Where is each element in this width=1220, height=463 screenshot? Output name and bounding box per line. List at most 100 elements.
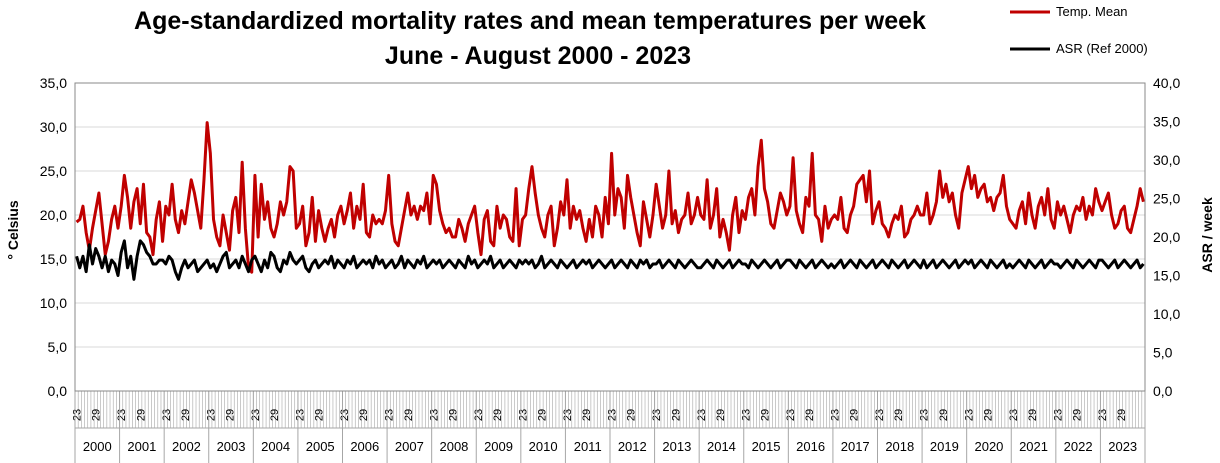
x-week-label: 23 bbox=[874, 409, 886, 421]
x-week-label: 23 bbox=[1052, 409, 1064, 421]
y-axis-left-label: ° Celsius bbox=[5, 200, 21, 260]
legend-label-asr: ASR (Ref 2000) bbox=[1056, 41, 1148, 56]
x-week-label: 23 bbox=[963, 409, 975, 421]
x-week-label: 29 bbox=[135, 409, 147, 421]
x-week-label: 23 bbox=[1008, 409, 1020, 421]
legend: Temp. Mean ASR (Ref 2000) bbox=[1010, 4, 1148, 56]
y-right-tick-label: 20,0 bbox=[1153, 229, 1180, 245]
x-week-label: 23 bbox=[116, 409, 128, 421]
x-week-label: 29 bbox=[849, 409, 861, 421]
x-week-label: 29 bbox=[581, 409, 593, 421]
series-lines bbox=[75, 121, 1145, 281]
x-year-label: 2001 bbox=[127, 439, 156, 454]
x-week-label: 23 bbox=[785, 409, 797, 421]
x-week-label: 29 bbox=[224, 409, 236, 421]
x-week-label: 23 bbox=[651, 409, 663, 421]
x-year-label: 2008 bbox=[439, 439, 468, 454]
x-week-label: 29 bbox=[269, 409, 281, 421]
chart-title: Age-standardized mortality rates and mea… bbox=[134, 7, 926, 35]
x-week-label: 29 bbox=[403, 409, 415, 421]
y-right-tick-label: 0,0 bbox=[1153, 383, 1173, 399]
x-year-label: 2009 bbox=[484, 439, 513, 454]
x-week-label: 29 bbox=[938, 409, 950, 421]
x-week-label: 29 bbox=[715, 409, 727, 421]
x-week-label: 23 bbox=[250, 409, 262, 421]
y-axis-left: 0,0 5,0 10,0 15,0 20,0 25,0 30,0 35,0 bbox=[40, 75, 67, 399]
x-week-label: 23 bbox=[1097, 409, 1109, 421]
x-year-label: 2016 bbox=[796, 439, 825, 454]
x-week-label: 23 bbox=[473, 409, 485, 421]
x-year-label: 2005 bbox=[306, 439, 335, 454]
y-left-tick-label: 30,0 bbox=[40, 119, 67, 135]
y-right-tick-label: 40,0 bbox=[1153, 75, 1180, 91]
y-left-tick-label: 35,0 bbox=[40, 75, 67, 91]
y-right-tick-label: 15,0 bbox=[1153, 268, 1180, 284]
x-year-label: 2020 bbox=[974, 439, 1003, 454]
x-year-label: 2017 bbox=[841, 439, 870, 454]
x-week-label: 29 bbox=[804, 409, 816, 421]
x-axis: 23 29 23 29 23 29 23 29 23 29 23 29 23 29 23 29 23 29 23 29… bbox=[72, 391, 1146, 463]
x-year-label: 2003 bbox=[217, 439, 246, 454]
x-week-label: 23 bbox=[919, 409, 931, 421]
x-week-label: 29 bbox=[982, 409, 994, 421]
x-week-label: 29 bbox=[670, 409, 682, 421]
x-week-label: 23 bbox=[161, 409, 173, 421]
x-year-label: 2000 bbox=[83, 439, 112, 454]
x-week-label: 23 bbox=[384, 409, 396, 421]
x-year-label: 2021 bbox=[1019, 439, 1048, 454]
x-week-label: 23 bbox=[72, 409, 84, 421]
x-year-label: 2010 bbox=[529, 439, 558, 454]
y-right-tick-label: 5,0 bbox=[1153, 345, 1173, 361]
y-right-tick-label: 10,0 bbox=[1153, 306, 1180, 322]
y-right-tick-label: 30,0 bbox=[1153, 152, 1180, 168]
y-left-tick-label: 10,0 bbox=[40, 295, 67, 311]
y-axis-right-label: ASR / week bbox=[1199, 197, 1215, 273]
x-year-label: 2013 bbox=[662, 439, 691, 454]
x-year-label: 2011 bbox=[574, 439, 602, 454]
y-left-tick-label: 5,0 bbox=[48, 339, 68, 355]
x-week-label: 23 bbox=[740, 409, 752, 421]
x-year-label: 2004 bbox=[261, 439, 290, 454]
x-week-label: 29 bbox=[893, 409, 905, 421]
y-left-tick-label: 0,0 bbox=[48, 383, 68, 399]
x-year-label: 2014 bbox=[707, 439, 736, 454]
x-week-label: 23 bbox=[205, 409, 217, 421]
x-week-label: 23 bbox=[562, 409, 574, 421]
x-week-label: 23 bbox=[339, 409, 351, 421]
x-year-label: 2007 bbox=[395, 439, 424, 454]
x-week-label: 29 bbox=[492, 409, 504, 421]
x-year-label: 2018 bbox=[885, 439, 914, 454]
x-year-label: 2023 bbox=[1108, 439, 1137, 454]
x-year-label: 2019 bbox=[930, 439, 959, 454]
x-week-label: 29 bbox=[358, 409, 370, 421]
x-week-label: 29 bbox=[180, 409, 192, 421]
x-week-label: 23 bbox=[428, 409, 440, 421]
x-week-label: 29 bbox=[314, 409, 326, 421]
x-week-label: 29 bbox=[626, 409, 638, 421]
y-left-tick-label: 15,0 bbox=[40, 251, 67, 267]
x-week-label: 29 bbox=[1072, 409, 1084, 421]
x-week-label: 29 bbox=[1116, 409, 1128, 421]
chart-subtitle: June - August 2000 - 2023 bbox=[385, 42, 691, 70]
legend-label-temp: Temp. Mean bbox=[1056, 4, 1128, 19]
x-week-label: 29 bbox=[1027, 409, 1039, 421]
x-year-label: 2015 bbox=[752, 439, 781, 454]
series-line-asr bbox=[75, 239, 1145, 281]
x-week-label: 23 bbox=[696, 409, 708, 421]
x-week-label: 29 bbox=[537, 409, 549, 421]
x-week-label: 29 bbox=[447, 409, 459, 421]
y-left-tick-label: 25,0 bbox=[40, 163, 67, 179]
gridlines bbox=[75, 82, 1145, 392]
x-week-label: 23 bbox=[517, 409, 529, 421]
x-year-label: 2002 bbox=[172, 439, 201, 454]
y-right-tick-label: 35,0 bbox=[1153, 114, 1180, 130]
x-week-label: 29 bbox=[759, 409, 771, 421]
x-week-label: 23 bbox=[607, 409, 619, 421]
y-axis-right: 0,0 5,0 10,0 15,0 20,0 25,0 30,0 35,0 40,0 bbox=[1153, 75, 1180, 399]
x-week-label: 23 bbox=[830, 409, 842, 421]
x-week-label: 29 bbox=[91, 409, 103, 421]
x-year-label: 2006 bbox=[350, 439, 379, 454]
y-right-tick-label: 25,0 bbox=[1153, 191, 1180, 207]
x-year-label: 2022 bbox=[1064, 439, 1093, 454]
